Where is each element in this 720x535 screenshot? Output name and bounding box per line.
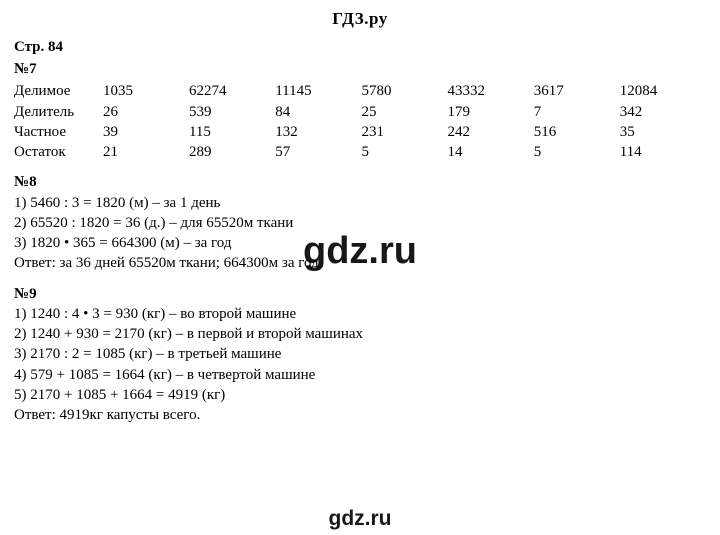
problem-9-number: №9 xyxy=(14,284,706,304)
problem-8-number: №8 xyxy=(14,172,706,192)
table-row: Делитель 26 539 84 25 179 7 342 xyxy=(14,102,706,122)
page-container: ГДЗ.ру Стр. 84 №7 Делимое 1035 62274 111… xyxy=(0,0,720,443)
cell: 342 xyxy=(620,102,706,122)
cell: 5 xyxy=(534,142,620,162)
cell: 132 xyxy=(275,122,361,142)
problem-9-line: 4) 579 + 1085 = 1664 (кг) – в четвертой … xyxy=(14,365,706,385)
table-row: Остаток 21 289 57 5 14 5 114 xyxy=(14,142,706,162)
cell: 25 xyxy=(361,102,447,122)
problem-8-answer: Ответ: за 36 дней 65520м ткани; 664300м … xyxy=(14,253,706,273)
cell: 539 xyxy=(189,102,275,122)
cell: 14 xyxy=(447,142,533,162)
division-table: Делимое 1035 62274 11145 5780 43332 3617… xyxy=(14,81,706,162)
cell: 39 xyxy=(103,122,189,142)
cell: 43332 xyxy=(447,81,533,101)
cell: 11145 xyxy=(275,81,361,101)
row-label-dividend: Делимое xyxy=(14,81,103,101)
row-label-divisor: Делитель xyxy=(14,102,103,122)
problem-9-answer: Ответ: 4919кг капусты всего. xyxy=(14,405,706,425)
cell: 12084 xyxy=(620,81,706,101)
cell: 1035 xyxy=(103,81,189,101)
cell: 115 xyxy=(189,122,275,142)
row-label-remainder: Остаток xyxy=(14,142,103,162)
cell: 84 xyxy=(275,102,361,122)
row-label-quotient: Частное xyxy=(14,122,103,142)
cell: 114 xyxy=(620,142,706,162)
table-row: Делимое 1035 62274 11145 5780 43332 3617… xyxy=(14,81,706,101)
cell: 26 xyxy=(103,102,189,122)
cell: 3617 xyxy=(534,81,620,101)
cell: 35 xyxy=(620,122,706,142)
cell: 57 xyxy=(275,142,361,162)
site-title: ГДЗ.ру xyxy=(14,8,706,31)
cell: 231 xyxy=(361,122,447,142)
problem-8: №8 1) 5460 : 3 = 1820 (м) – за 1 день 2)… xyxy=(14,172,706,273)
cell: 5780 xyxy=(361,81,447,101)
table-row: Частное 39 115 132 231 242 516 35 xyxy=(14,122,706,142)
cell: 62274 xyxy=(189,81,275,101)
problem-9-line: 2) 1240 + 930 = 2170 (кг) – в первой и в… xyxy=(14,324,706,344)
cell: 179 xyxy=(447,102,533,122)
problem-8-line: 2) 65520 : 1820 = 36 (д.) – для 65520м т… xyxy=(14,213,706,233)
page-reference: Стр. 84 xyxy=(14,37,706,57)
cell: 242 xyxy=(447,122,533,142)
problem-8-line: 3) 1820 • 365 = 664300 (м) – за год xyxy=(14,233,706,253)
cell: 21 xyxy=(103,142,189,162)
problem-7-number: №7 xyxy=(14,59,706,79)
cell: 5 xyxy=(361,142,447,162)
cell: 7 xyxy=(534,102,620,122)
cell: 289 xyxy=(189,142,275,162)
problem-7: №7 Делимое 1035 62274 11145 5780 43332 3… xyxy=(14,59,706,162)
problem-9-line: 5) 2170 + 1085 + 1664 = 4919 (кг) xyxy=(14,385,706,405)
problem-9-line: 3) 2170 : 2 = 1085 (кг) – в третьей маши… xyxy=(14,344,706,364)
problem-9-line: 1) 1240 : 4 • 3 = 930 (кг) – во второй м… xyxy=(14,304,706,324)
watermark-bottom: gdz.ru xyxy=(329,507,392,531)
problem-8-line: 1) 5460 : 3 = 1820 (м) – за 1 день xyxy=(14,193,706,213)
problem-9: №9 1) 1240 : 4 • 3 = 930 (кг) – во второ… xyxy=(14,284,706,426)
cell: 516 xyxy=(534,122,620,142)
